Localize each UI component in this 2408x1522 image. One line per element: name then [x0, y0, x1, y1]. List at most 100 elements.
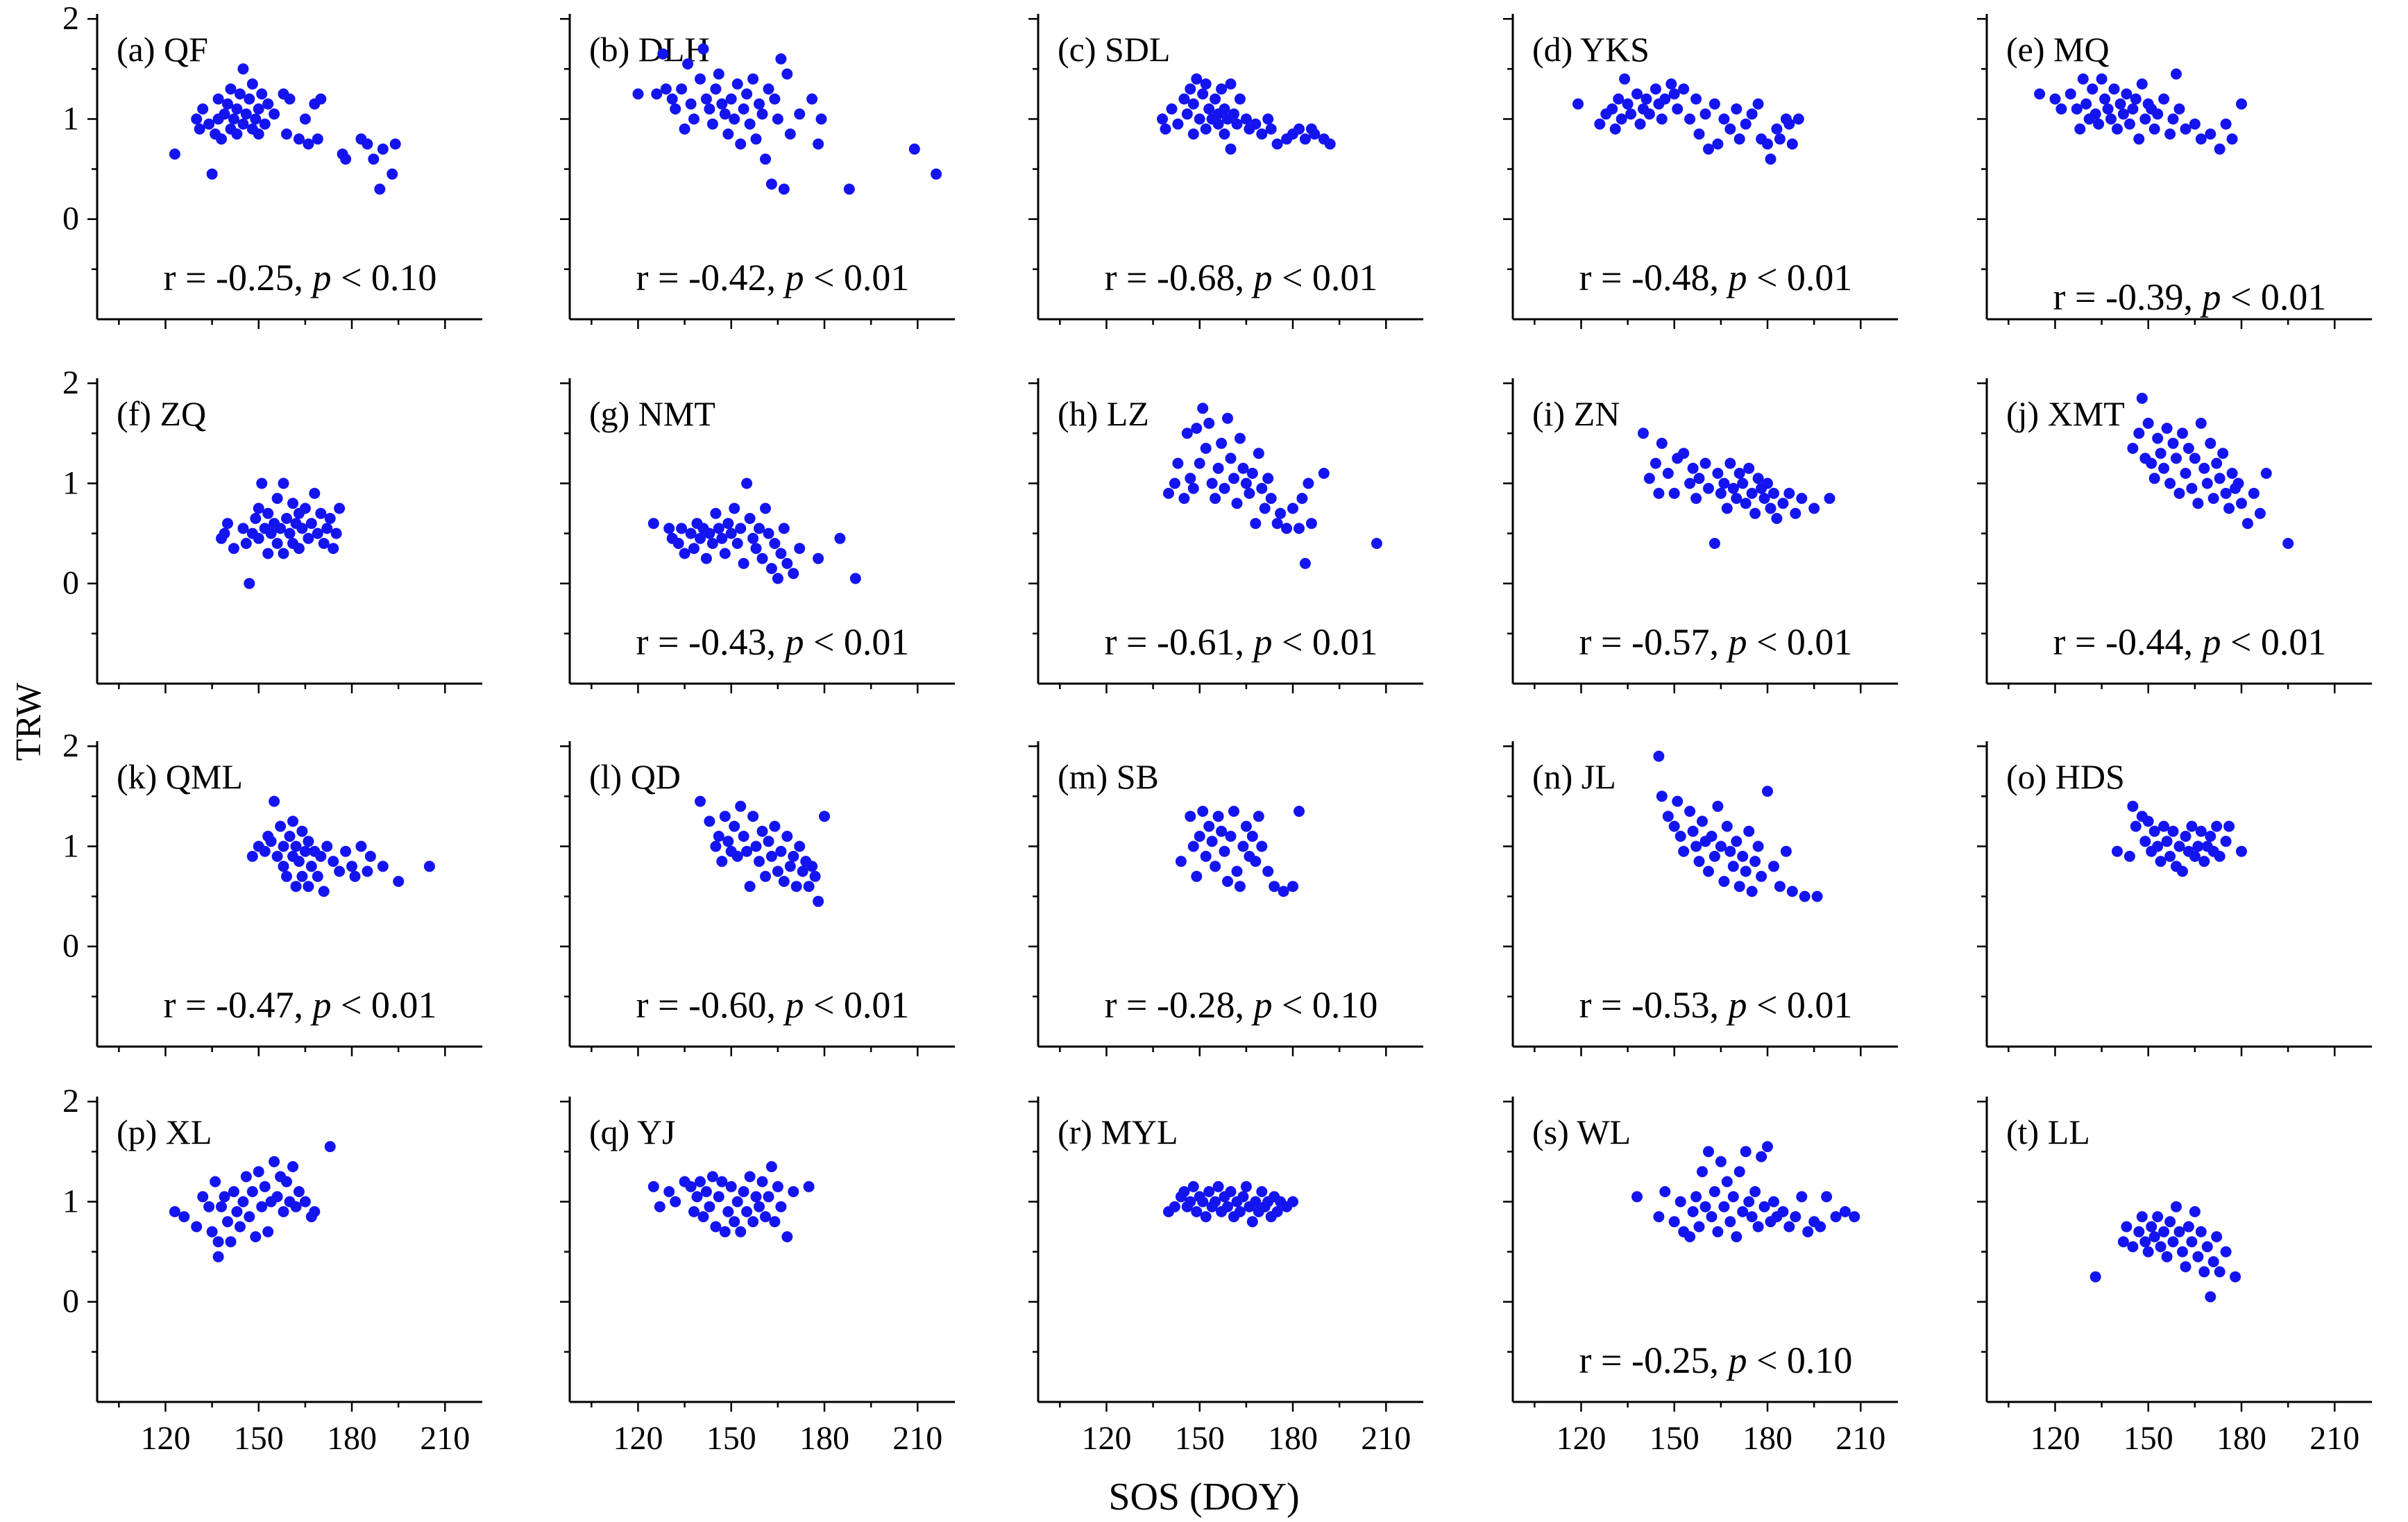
- r-value: r = -0.57,: [1579, 621, 1729, 663]
- data-point: [1216, 825, 1228, 837]
- y-axis-title: TRW: [9, 683, 49, 761]
- data-point: [1684, 1231, 1696, 1242]
- data-point: [1197, 403, 1209, 414]
- data-point: [1281, 523, 1293, 534]
- data-point: [1740, 1146, 1752, 1158]
- data-point: [299, 113, 311, 125]
- data-point: [244, 93, 255, 105]
- r-value: r = -0.44,: [2053, 621, 2203, 663]
- data-point: [2198, 1266, 2210, 1278]
- data-point: [713, 831, 724, 842]
- correlation-stat: r = -0.60, p < 0.01: [636, 984, 910, 1026]
- p-value: < 0.01: [2221, 276, 2326, 318]
- data-point: [234, 88, 246, 100]
- data-point: [340, 153, 352, 165]
- data-point: [1743, 462, 1755, 474]
- data-point: [1740, 498, 1752, 509]
- data-point: [1740, 118, 1752, 130]
- data-point: [2214, 850, 2225, 862]
- data-point: [1638, 428, 1649, 439]
- data-point: [1210, 93, 1221, 105]
- data-point: [1758, 1201, 1770, 1212]
- data-point: [706, 538, 718, 549]
- panel-h: (h) LZ r = -0.61, p < 0.01: [1028, 378, 1423, 693]
- data-point: [231, 128, 243, 140]
- data-point: [1668, 88, 1680, 100]
- panel-o: (o) HDS: [1977, 741, 2372, 1056]
- data-point: [2139, 1236, 2151, 1248]
- data-point: [2158, 820, 2170, 832]
- data-point: [305, 861, 317, 872]
- panel-j: (j) XMT r = -0.44, p < 0.01: [1977, 378, 2372, 693]
- data-point: [1191, 1206, 1203, 1217]
- y-tick-label: 0: [62, 565, 79, 602]
- data-point: [1731, 836, 1743, 847]
- panel-p: 0 1 2 120 150 180 210 (p) XL: [62, 1083, 482, 1457]
- data-point: [1187, 98, 1199, 110]
- data-point: [738, 1186, 749, 1197]
- data-point: [2164, 128, 2176, 140]
- data-point: [760, 502, 771, 514]
- data-point: [2223, 820, 2235, 832]
- data-point: [244, 1211, 255, 1223]
- data-point: [704, 527, 715, 539]
- data-point: [813, 895, 824, 907]
- data-point: [775, 548, 787, 559]
- data-point: [296, 523, 308, 534]
- y-tick-label: 1: [62, 100, 79, 137]
- y-tick-label: 2: [62, 0, 79, 37]
- data-point: [2211, 457, 2223, 469]
- data-point: [1228, 806, 1239, 817]
- data-point: [287, 815, 298, 827]
- data-point: [1839, 1206, 1851, 1217]
- data-point: [731, 78, 743, 90]
- p-value: < 0.01: [2221, 621, 2326, 663]
- data-point: [269, 108, 280, 120]
- data-point: [1790, 507, 1801, 519]
- data-point: [1678, 448, 1690, 459]
- data-point: [1758, 493, 1770, 505]
- data-point: [1234, 432, 1246, 444]
- data-point: [788, 850, 799, 862]
- data-point: [2182, 1221, 2194, 1233]
- data-point: [2130, 820, 2142, 832]
- data-point: [729, 502, 740, 514]
- data-point: [754, 856, 765, 868]
- data-point: [794, 108, 806, 120]
- data-point: [262, 548, 274, 559]
- data-point: [1684, 113, 1696, 125]
- data-point: [1200, 850, 1212, 862]
- data-point: [794, 543, 806, 555]
- x-tick-label: 120: [613, 1420, 663, 1457]
- r-value: r = -0.68,: [1105, 257, 1254, 298]
- data-point: [2105, 113, 2117, 125]
- data-point: [237, 1196, 249, 1208]
- x-tick-label: 150: [1650, 1420, 1699, 1457]
- data-point: [2195, 133, 2207, 145]
- data-point: [2189, 453, 2201, 464]
- data-point: [237, 63, 249, 75]
- data-point: [1271, 1206, 1283, 1217]
- data-point: [1219, 845, 1230, 857]
- data-point: [1737, 1206, 1749, 1217]
- data-point: [321, 523, 333, 534]
- data-point: [293, 856, 305, 868]
- data-point: [1269, 881, 1280, 893]
- data-point: [256, 88, 268, 100]
- data-point: [228, 113, 239, 125]
- data-point: [368, 153, 380, 165]
- data-point: [765, 563, 777, 575]
- data-point: [2236, 498, 2247, 509]
- data-point: [1287, 881, 1298, 893]
- data-point: [1796, 1191, 1808, 1203]
- data-point: [1231, 118, 1243, 130]
- r-value: r = -0.39,: [2053, 276, 2203, 318]
- data-point: [2121, 1221, 2133, 1233]
- data-point: [2164, 477, 2176, 489]
- data-point: [281, 128, 292, 140]
- data-point: [1690, 840, 1702, 852]
- data-point: [296, 825, 308, 837]
- data-point: [284, 93, 296, 105]
- data-point: [315, 507, 327, 519]
- data-point: [1197, 1196, 1209, 1208]
